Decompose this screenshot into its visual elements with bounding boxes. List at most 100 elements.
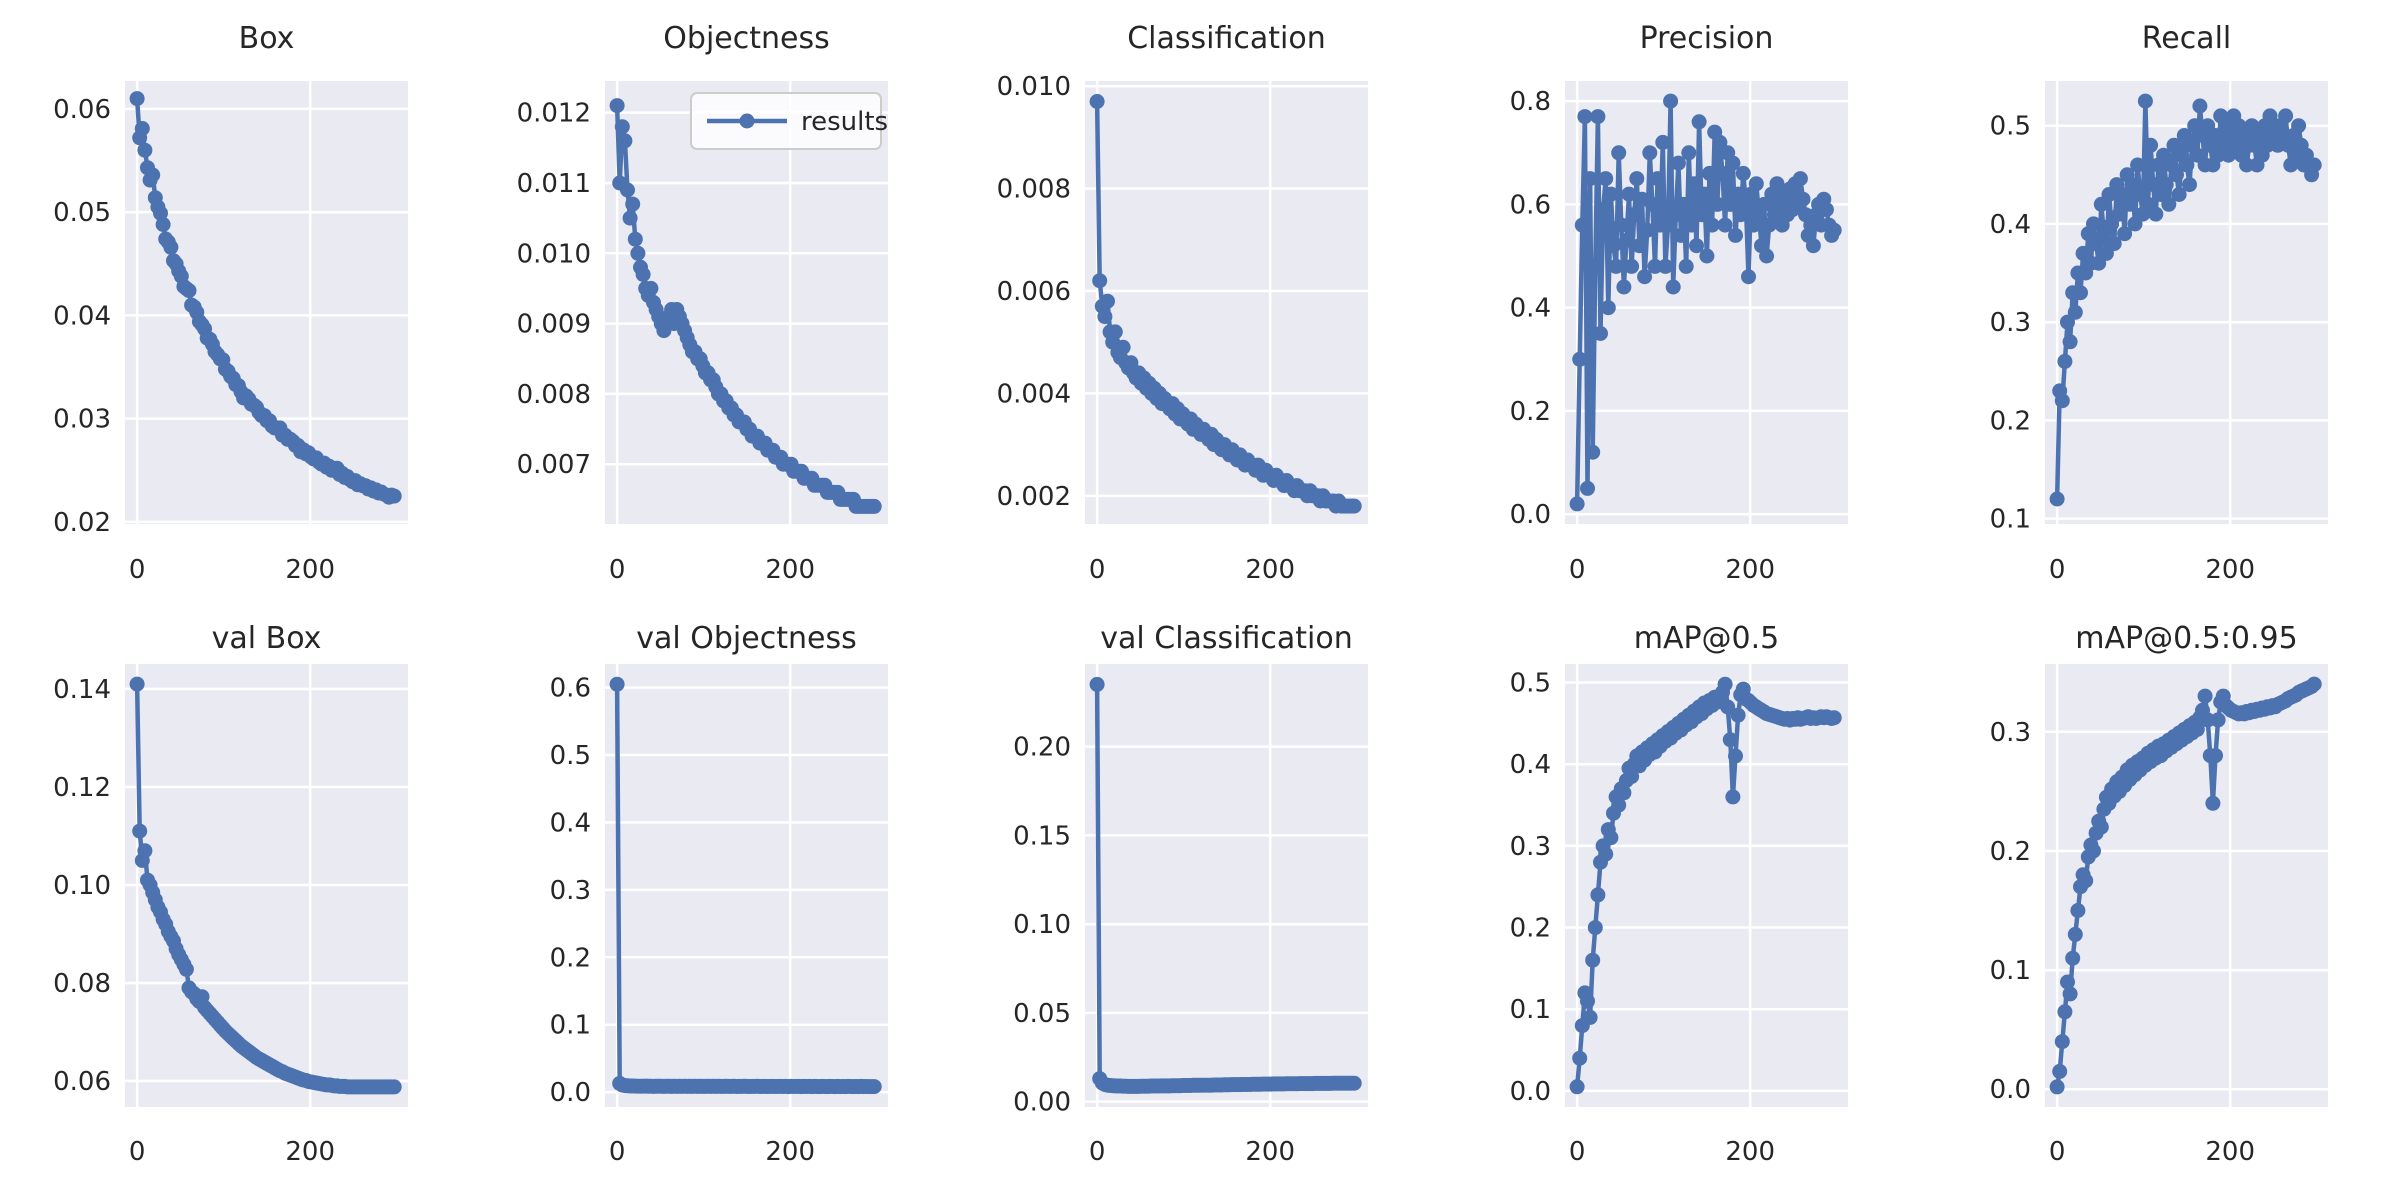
marker (134, 121, 150, 136)
marker (1598, 846, 1614, 862)
marker (1644, 196, 1660, 212)
marker (163, 239, 179, 255)
marker (1670, 155, 1686, 171)
marker (1673, 227, 1689, 243)
x-tick-label: 0 (609, 555, 626, 585)
chart-objectness-title: Objectness (663, 21, 829, 56)
marker (145, 167, 161, 183)
marker (643, 280, 659, 296)
x-tick-label: 0 (129, 1137, 146, 1167)
marker (1694, 207, 1710, 223)
marker (1660, 217, 1676, 233)
marker (1580, 993, 1595, 1009)
chart-val-classification: val Classification 0.00 0.05 0.10 0.15 0.20 0 2… (1013, 621, 1368, 1167)
marker (1616, 785, 1632, 801)
y-tick-label: 0.010 (517, 239, 591, 269)
marker (2208, 748, 2223, 764)
chart-box-plot-area (125, 81, 408, 524)
marker (1704, 217, 1720, 233)
y-tick-label: 0.15 (1013, 821, 1071, 851)
marker (2306, 157, 2322, 173)
chart-map50-95: mAP@0.5:0.95 0.0 0.1 0.2 0.3 0 200 (1990, 621, 2328, 1167)
y-tick-label: 0.4 (1510, 750, 1551, 780)
y-tick-label: 0.10 (1013, 910, 1071, 940)
x-tick-label: 200 (285, 1137, 335, 1167)
marker (1699, 248, 1715, 264)
marker (1624, 769, 1640, 784)
marker (1115, 339, 1131, 355)
marker (1826, 222, 1842, 238)
marker (1818, 202, 1834, 218)
marker (1665, 279, 1681, 295)
marker (1655, 134, 1671, 150)
x-tick-label: 200 (1725, 555, 1775, 585)
marker (1657, 258, 1673, 274)
marker (1728, 748, 1743, 764)
marker (153, 205, 168, 221)
y-tick-label: 0.8 (1510, 87, 1551, 117)
x-tick-label: 0 (1569, 1137, 1586, 1167)
marker (1346, 1075, 1362, 1091)
y-tick-label: 0.04 (53, 301, 111, 331)
y-tick-label: 0.012 (517, 99, 591, 129)
marker (1582, 1009, 1598, 1025)
marker (1590, 887, 1606, 903)
marker (1629, 171, 1645, 187)
marker (2054, 393, 2070, 409)
marker (1631, 238, 1647, 254)
marker (129, 91, 145, 107)
marker (2060, 974, 2075, 990)
marker (1725, 155, 1741, 171)
chart-map50-plot-area (1565, 664, 1848, 1107)
marker (1702, 165, 1717, 181)
chart-recall: Recall 0.1 0.2 0.3 0.4 0.5 0 200 (1990, 21, 2328, 585)
y-tick-label: 0.1 (1990, 956, 2031, 986)
y-tick-label: 0.05 (1013, 999, 1071, 1029)
series-markers-map50-95 (2049, 676, 2322, 1095)
x-tick-label: 0 (1569, 555, 1586, 585)
chart-map50: mAP@0.5 0.0 0.1 0.2 0.3 0.4 0.5 0 200 (1510, 621, 1848, 1167)
y-tick-label: 0.008 (517, 380, 591, 410)
chart-box-title: Box (239, 21, 295, 56)
marker (1730, 707, 1746, 723)
x-tick-label: 0 (1089, 555, 1106, 585)
marker (132, 823, 148, 839)
x-tick-label: 0 (609, 1137, 626, 1167)
marker (1748, 176, 1764, 192)
y-tick-label: 0.3 (1990, 308, 2031, 338)
marker (2205, 795, 2221, 811)
marker (1728, 227, 1743, 243)
marker (1759, 248, 1775, 264)
chart-val-classification-plot-area (1085, 664, 1368, 1107)
chart-precision: Precision 0.0 0.2 0.4 0.6 0.8 0 200 (1510, 21, 1848, 585)
marker (2106, 236, 2122, 252)
marker (2062, 334, 2078, 350)
marker (2054, 1034, 2070, 1050)
chart-val-box: val Box 0.06 0.08 0.10 0.12 0.14 0 200 (53, 621, 408, 1167)
marker (627, 231, 643, 247)
marker (2169, 167, 2184, 183)
series-markers-objectness (609, 98, 882, 514)
marker (178, 961, 194, 977)
x-tick-label: 200 (1245, 1137, 1295, 1167)
marker (1089, 94, 1105, 109)
marker (386, 1079, 402, 1095)
marker (1618, 233, 1634, 248)
marker (1585, 444, 1601, 460)
marker (1709, 196, 1725, 212)
marker (2278, 108, 2294, 124)
marker (1642, 145, 1658, 161)
marker (2158, 177, 2174, 193)
marker (2065, 950, 2081, 966)
chart-box-grid (125, 81, 408, 524)
x-tick-label: 200 (2205, 1137, 2255, 1167)
y-tick-label: 0.5 (1510, 669, 1551, 699)
marker (1681, 145, 1697, 161)
marker (1668, 207, 1684, 223)
marker (1720, 699, 1736, 715)
marker (1722, 196, 1738, 212)
marker (1587, 258, 1603, 274)
x-tick-label: 0 (2049, 555, 2066, 585)
marker (2117, 226, 2133, 242)
y-tick-label: 0.12 (53, 773, 111, 803)
